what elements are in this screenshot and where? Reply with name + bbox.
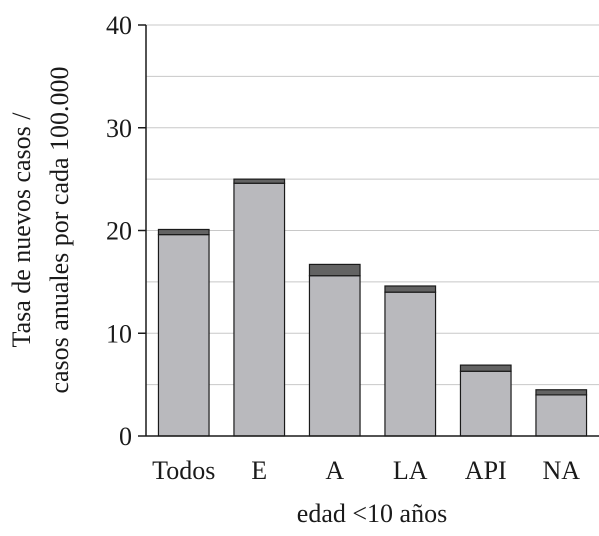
x-tick-label: Todos [152,456,215,485]
y-axis-title-line-2: casos anuales por cada 100.000 [45,66,74,393]
y-tick-label: 0 [119,422,132,451]
bar-segment-top [308,263,361,277]
gridlines [146,24,599,386]
x-tick-labels: Todos E A LA API NA [152,456,580,485]
bar-segment-main [157,234,210,437]
x-tick-label: A [325,456,344,485]
bar-segment-top [384,285,437,293]
bar-segment-main [233,182,286,437]
axes [138,24,599,437]
bar-segment-main [535,394,588,437]
bars [157,178,588,437]
x-tick-label: E [251,456,267,485]
bar-segment-main [384,291,437,437]
y-tick-labels: 0 10 20 30 40 [106,11,132,451]
bar-segment-top [535,389,588,396]
bar-segment-main [308,275,361,437]
y-tick-label: 20 [106,217,132,246]
y-axis-title-line-1: Tasa de nuevos casos / [7,112,36,348]
y-tick-label: 40 [106,11,132,40]
y-tick-label: 10 [106,319,132,348]
bar-segment-main [459,370,512,437]
x-tick-label: API [465,456,507,485]
bar-segment-top [157,228,210,236]
bar-segment-top [459,364,512,372]
y-tick-label: 30 [106,114,132,143]
bar-segment-top [233,178,286,184]
x-tick-label: LA [393,456,428,485]
x-tick-label: NA [542,456,580,485]
x-axis-title: edad <10 años [297,499,447,528]
